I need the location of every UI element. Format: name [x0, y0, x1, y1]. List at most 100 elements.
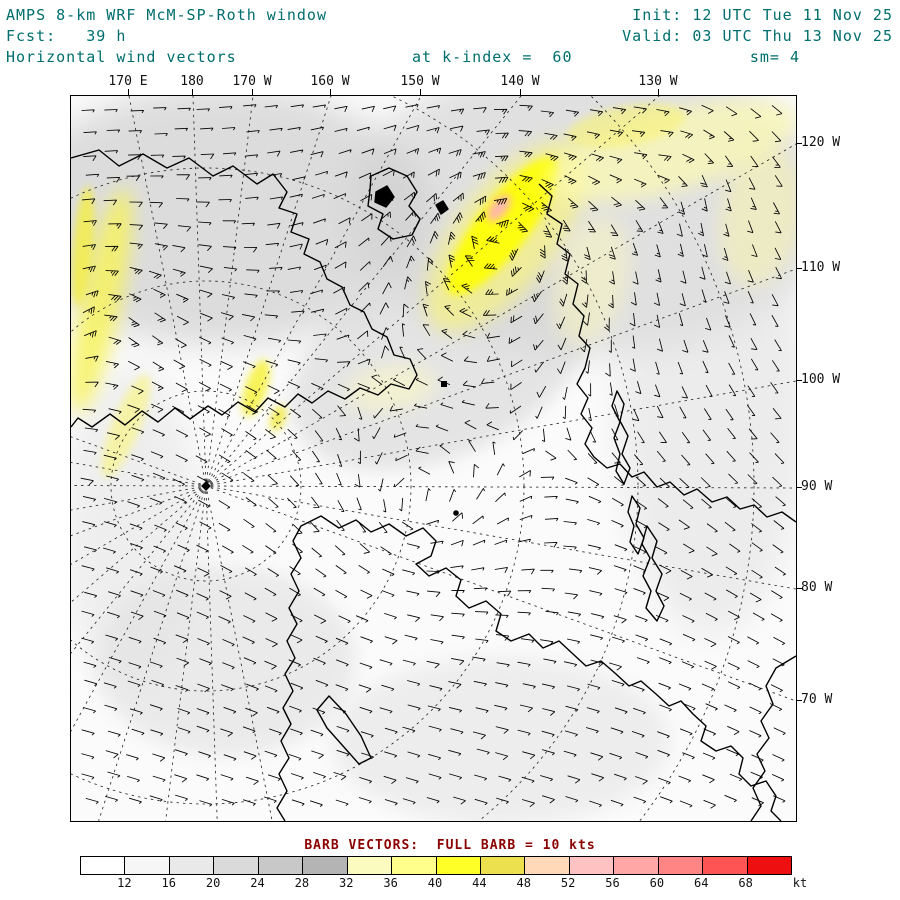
wind-barb [221, 337, 234, 345]
axis-tick [252, 89, 253, 95]
wind-barb [129, 201, 143, 208]
wind-barb [681, 454, 691, 466]
wind-barb [771, 131, 782, 143]
wind-barb [173, 565, 187, 573]
wind-barb [656, 592, 670, 602]
wind-barb [150, 566, 163, 574]
axis-tick [192, 89, 193, 95]
wind-barb [333, 771, 347, 781]
wind-barb [567, 449, 578, 461]
wind-barb [609, 382, 613, 396]
wind-barb [522, 448, 535, 455]
wind-barb [81, 729, 95, 736]
wind-barb [449, 171, 462, 180]
wind-barb [292, 523, 303, 535]
wind-barb [403, 191, 416, 201]
wind-barb [415, 424, 429, 429]
wind-barb [131, 454, 144, 461]
wind-barb [519, 150, 533, 158]
wind-barb [635, 500, 648, 510]
wind-barb [452, 512, 464, 522]
wind-barb [128, 360, 140, 371]
wind-barb [223, 706, 237, 714]
wind-barb [682, 499, 694, 510]
wind-barb [426, 797, 440, 804]
wind-barb [81, 773, 95, 780]
wind-barb [426, 257, 434, 271]
wind-barb [611, 520, 624, 528]
forecast-hour-label: Fcst: 39 h [6, 27, 127, 45]
wind-barb [725, 106, 738, 117]
wind-barb [264, 660, 277, 670]
wind-barb [676, 223, 683, 237]
wind-barb [540, 775, 553, 782]
wind-barb [659, 704, 672, 712]
wind-barb [195, 455, 208, 464]
coastline-path [71, 149, 418, 428]
wind-barb [541, 179, 554, 189]
lat-label: 90 W [801, 479, 833, 494]
wind-barb [243, 657, 257, 665]
wind-barb [218, 522, 231, 532]
wind-barb [335, 427, 343, 441]
wind-barb [698, 222, 705, 237]
wind-barb [568, 568, 583, 574]
wind-barb [512, 430, 524, 441]
wind-barb [84, 330, 97, 338]
wind-barb [724, 155, 734, 167]
wind-barb [379, 302, 389, 315]
wind-barb [702, 360, 709, 374]
wind-barb [435, 424, 449, 432]
wind-barb [510, 266, 522, 277]
wind-barb [267, 222, 281, 229]
colorbar-tick-label: 12 [117, 876, 132, 890]
colorbar-tick-label: 20 [205, 876, 221, 890]
wind-barb [468, 440, 476, 452]
wind-barb [631, 685, 645, 692]
colorbar-segment [302, 857, 347, 874]
wind-barb [381, 345, 390, 359]
wind-barb [380, 546, 392, 556]
shading-blob [71, 96, 431, 346]
wind-barb [404, 634, 418, 641]
wind-barb [682, 543, 695, 554]
wind-barb [774, 175, 783, 187]
wind-barb [222, 127, 236, 131]
product-label: Horizontal wind vectors [6, 48, 237, 66]
wind-barb [441, 352, 454, 362]
wind-barb [221, 684, 234, 692]
wind-barb [428, 147, 442, 154]
wind-barb [586, 131, 600, 139]
wind-barb [655, 615, 669, 623]
wind-barb [581, 270, 587, 284]
wind-barb [310, 126, 324, 131]
wind-barb [176, 589, 189, 598]
wind-barb [635, 381, 642, 395]
wind-barb [154, 133, 168, 137]
wind-barb [751, 498, 762, 508]
wind-barb [246, 683, 259, 691]
wind-barb [105, 245, 119, 252]
wind-barb [681, 386, 688, 399]
wind-barb [245, 196, 259, 201]
wind-barb [314, 430, 324, 442]
wind-barb [772, 544, 784, 554]
wind-barb [678, 313, 684, 327]
wind-barb [728, 384, 737, 397]
wind-barb [361, 148, 375, 155]
wind-barb [130, 109, 145, 114]
wind-barb [747, 660, 760, 669]
wind-barb [496, 463, 505, 476]
wind-barb [495, 492, 506, 503]
wind-barb [176, 198, 190, 202]
shading-blob [719, 146, 796, 286]
wind-barb [428, 753, 441, 761]
wind-barb [509, 405, 522, 414]
wind-barb [705, 612, 718, 621]
axis-tick [796, 588, 802, 589]
wind-barb [337, 454, 343, 467]
shading-blob [553, 217, 629, 345]
wind-barb [608, 246, 616, 260]
map-frame [70, 95, 797, 822]
wind-barb [399, 346, 406, 360]
